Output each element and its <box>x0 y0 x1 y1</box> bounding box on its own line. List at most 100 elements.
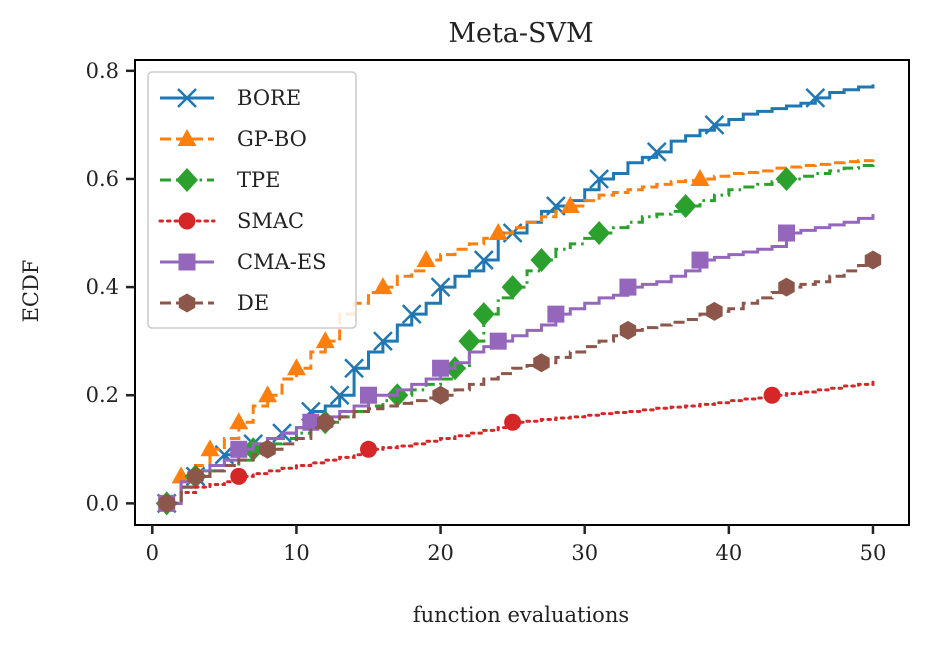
x-tick-label: 20 <box>427 541 454 565</box>
x-tick-label: 40 <box>715 541 742 565</box>
data-point <box>229 412 249 430</box>
data-point <box>373 331 393 352</box>
data-point <box>329 385 350 406</box>
data-point <box>359 386 377 404</box>
data-point <box>864 250 882 270</box>
marker-x-stroke <box>473 250 494 270</box>
marker-x-stroke <box>704 114 725 135</box>
data-point <box>344 358 364 379</box>
data-point <box>691 251 709 269</box>
marker-x-stroke <box>344 358 364 379</box>
legend-entry-bore: BORE <box>160 86 301 110</box>
data-point <box>430 277 451 297</box>
data-point <box>646 142 667 162</box>
data-point <box>690 168 710 186</box>
data-point <box>473 250 494 270</box>
legend-entry-de: DE <box>160 291 269 315</box>
legend-label: BORE <box>237 86 301 110</box>
data-point <box>359 440 377 458</box>
data-point <box>200 439 220 457</box>
marker-x-stroke <box>373 331 393 352</box>
series-de <box>158 250 882 513</box>
data-point <box>805 87 826 108</box>
legend-entry-tpe: TPE <box>160 168 280 192</box>
x-tick-label: 50 <box>860 541 887 565</box>
data-point <box>458 329 481 354</box>
legend-entry-smac: SMAC <box>158 209 304 233</box>
series-line-cma-es <box>166 214 875 505</box>
series-line-tpe <box>166 163 875 505</box>
legend-label: CMA-ES <box>237 250 327 274</box>
legend-marker <box>178 293 196 313</box>
data-point <box>158 493 175 513</box>
data-point <box>230 440 248 458</box>
marker-x-stroke <box>589 169 609 189</box>
data-point <box>501 275 524 300</box>
data-point <box>432 359 450 377</box>
marker-x-stroke <box>329 385 350 406</box>
plot-area: 0 10 20 30 40 50 0.0 0.2 0.4 0.6 0.8 <box>86 59 910 565</box>
data-point <box>619 320 637 340</box>
marker-x-stroke <box>401 304 422 325</box>
data-point <box>777 224 795 242</box>
chart-title: Meta-SVM <box>448 18 593 49</box>
data-point <box>619 278 637 296</box>
y-tick-label: 0.6 <box>86 167 119 191</box>
series-smac <box>165 380 875 505</box>
marker-x-stroke <box>646 142 667 162</box>
series-line-de <box>166 260 875 505</box>
data-point <box>674 193 697 218</box>
marker-x-stroke <box>805 87 826 108</box>
legend-box <box>147 71 357 329</box>
data-point <box>259 439 276 459</box>
plot-frame <box>134 59 910 526</box>
data-point <box>317 412 334 432</box>
legend-marker <box>176 168 198 192</box>
x-tick-label: 0 <box>146 541 159 565</box>
data-point <box>401 304 422 325</box>
data-point <box>432 385 449 405</box>
data-point <box>187 466 204 486</box>
x-tick-label: 30 <box>571 541 598 565</box>
y-tick-label: 0.2 <box>86 383 119 407</box>
series-line-smac <box>165 380 875 505</box>
legend-label: DE <box>237 291 269 315</box>
legend-label: GP-BO <box>237 127 307 151</box>
data-point <box>472 302 495 327</box>
data-point <box>286 358 306 376</box>
y-tick-label: 0.0 <box>86 491 119 515</box>
legend-entry-cma-es: CMA-ES <box>160 250 327 274</box>
data-point <box>706 301 723 321</box>
y-tick-label: 0.4 <box>86 275 119 299</box>
data-point <box>315 331 335 349</box>
data-point <box>530 248 553 273</box>
legend-marker <box>177 88 197 108</box>
data-point <box>489 332 507 350</box>
data-point <box>589 169 609 189</box>
legend-marker <box>178 212 196 230</box>
series-cma-es <box>158 214 875 512</box>
data-point <box>258 385 278 403</box>
marker-x-stroke <box>430 277 451 297</box>
series-gp-bo <box>166 159 875 505</box>
data-point <box>588 221 611 246</box>
legend-label: SMAC <box>237 209 304 233</box>
marker-x-stroke <box>177 88 197 108</box>
data-point <box>763 386 781 404</box>
series-line-gp-bo <box>166 159 875 505</box>
data-point <box>560 195 580 213</box>
legend-marker <box>177 129 197 146</box>
legend-label: TPE <box>237 168 280 192</box>
x-tick-label: 10 <box>283 541 310 565</box>
marker-x-stroke <box>545 196 566 216</box>
x-axis-title: function evaluations <box>413 603 629 627</box>
legend-marker <box>178 253 196 271</box>
data-point <box>230 467 248 485</box>
data-point <box>547 305 565 323</box>
data-point <box>373 277 393 295</box>
data-point <box>704 114 725 135</box>
data-point <box>533 353 550 373</box>
legend: BORE GP-BO TPE SMAC CMA-ES DE <box>147 71 357 329</box>
